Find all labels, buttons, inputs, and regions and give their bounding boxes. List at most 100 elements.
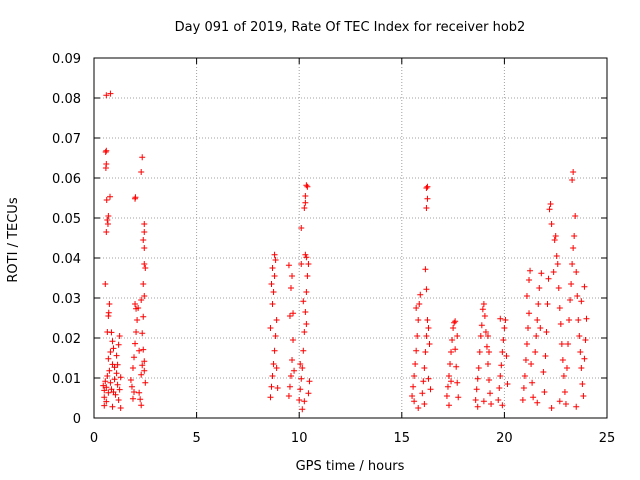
- data-point: [423, 286, 430, 293]
- data-point: [534, 317, 541, 323]
- data-point: [483, 343, 490, 350]
- data-point: [497, 315, 504, 322]
- data-point: [521, 373, 528, 379]
- data-point: [572, 213, 579, 219]
- data-point: [454, 379, 461, 386]
- data-point: [112, 391, 119, 398]
- y-axis-label: ROTI / TECUs: [6, 197, 21, 282]
- data-point: [522, 357, 529, 363]
- data-point: [455, 394, 462, 401]
- data-point: [267, 325, 274, 331]
- data-point: [449, 337, 456, 343]
- data-point: [575, 317, 582, 323]
- data-point: [581, 283, 588, 290]
- data-point: [554, 261, 561, 267]
- data-point: [569, 261, 576, 267]
- data-point: [101, 402, 108, 409]
- data-point: [103, 229, 110, 235]
- data-point: [556, 398, 563, 405]
- data-point: [142, 265, 149, 271]
- data-point: [423, 185, 430, 191]
- data-point: [583, 315, 590, 322]
- data-point: [113, 352, 120, 359]
- x-tick-label: 20: [496, 431, 513, 446]
- data-point: [300, 347, 307, 354]
- data-point: [111, 376, 118, 383]
- data-point: [269, 373, 276, 379]
- data-point: [423, 333, 430, 339]
- data-point: [103, 161, 110, 167]
- data-point: [273, 317, 280, 323]
- data-point: [543, 329, 550, 335]
- data-point: [484, 361, 491, 367]
- data-point: [107, 349, 114, 355]
- data-point: [268, 281, 275, 287]
- data-point: [140, 346, 147, 353]
- data-point: [474, 375, 481, 382]
- data-point: [141, 221, 148, 227]
- data-point: [114, 381, 121, 388]
- data-point: [573, 269, 580, 275]
- data-point: [555, 285, 562, 291]
- data-point: [302, 309, 309, 315]
- data-point: [139, 154, 146, 161]
- data-point: [138, 297, 145, 303]
- data-point: [412, 361, 419, 367]
- data-point: [528, 361, 535, 367]
- data-point: [444, 383, 451, 390]
- data-point: [565, 341, 572, 347]
- data-point: [106, 367, 113, 374]
- data-point: [486, 349, 493, 355]
- data-point: [141, 229, 148, 235]
- data-point: [534, 399, 541, 406]
- data-point: [409, 393, 416, 399]
- data-point: [414, 333, 421, 339]
- data-point: [579, 381, 586, 387]
- data-point: [108, 329, 115, 336]
- data-point: [536, 285, 543, 291]
- data-point: [413, 305, 420, 311]
- data-point: [501, 325, 508, 331]
- data-point: [274, 385, 281, 391]
- data-point: [498, 362, 505, 369]
- data-point: [447, 361, 454, 367]
- data-point: [580, 393, 587, 399]
- data-point: [476, 349, 483, 355]
- data-point: [139, 362, 146, 369]
- x-tick-label: 0: [90, 431, 98, 446]
- data-point: [422, 349, 429, 355]
- data-point: [420, 378, 427, 385]
- y-tick-label: 0.09: [52, 52, 81, 67]
- y-tick-label: 0.03: [52, 292, 81, 307]
- data-point: [550, 269, 557, 275]
- data-point: [410, 383, 417, 390]
- data-point: [291, 367, 298, 374]
- data-point: [132, 301, 139, 307]
- data-point: [480, 398, 487, 405]
- data-point: [105, 213, 112, 219]
- data-point: [421, 401, 428, 407]
- data-point: [544, 301, 551, 307]
- data-point: [103, 197, 110, 203]
- data-point: [136, 389, 143, 396]
- data-point: [100, 382, 107, 389]
- data-point: [105, 355, 112, 362]
- data-point: [533, 333, 540, 339]
- data-point: [502, 317, 509, 323]
- data-point: [141, 245, 148, 251]
- data-point: [475, 365, 482, 371]
- data-point: [269, 301, 276, 307]
- data-point: [478, 322, 485, 329]
- data-point: [497, 373, 504, 379]
- data-point: [573, 403, 580, 410]
- data-point: [104, 217, 111, 223]
- x-tick-labels: 0 5 10 15 20 25: [90, 431, 615, 446]
- data-point: [526, 277, 533, 283]
- axis-ticks: [93, 57, 608, 419]
- data-point: [139, 330, 146, 337]
- data-point: [577, 349, 584, 355]
- data-point: [272, 333, 279, 339]
- data-point: [548, 405, 555, 411]
- data-point: [273, 365, 280, 371]
